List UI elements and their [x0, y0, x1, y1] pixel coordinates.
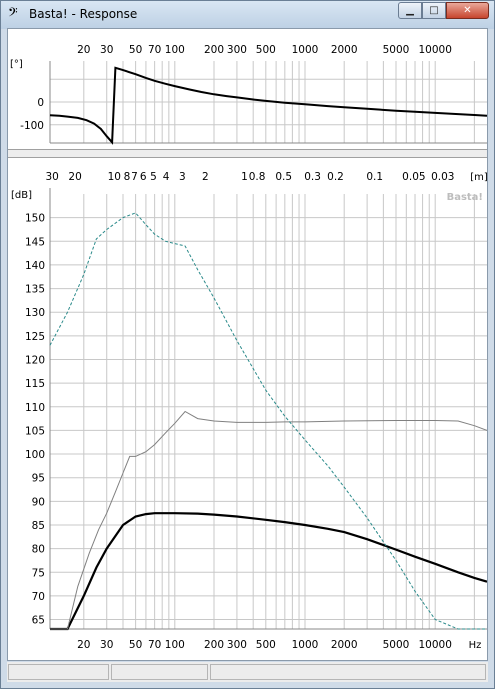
spl-y-tick-label: 70: [32, 591, 45, 603]
spl-top-tick-label: 0.5: [275, 171, 292, 183]
phase-x-tick-label: 20: [77, 44, 90, 56]
phase-y-tick-label: -100: [20, 120, 44, 132]
status-bar: [7, 662, 488, 682]
spl-y-tick-label: 115: [25, 378, 45, 390]
phase-x-tick-label: 5000: [383, 44, 410, 56]
spl-y-tick-label: 120: [25, 354, 45, 366]
spl-series-thin: [50, 410, 488, 630]
spl-y-tick-label: 100: [25, 449, 45, 461]
minimize-button[interactable]: ▁: [398, 2, 422, 19]
spl-chart: 20 30 50 70 100 200 300 500 1000 2000 5000 10000 150…: [8, 158, 488, 660]
maximize-button[interactable]: □: [422, 2, 446, 19]
spl-x-tick-label: 200: [204, 639, 224, 651]
phase-tick-labels: 20 30 50 70 100 200 300 500 1000 2000 5000 10000 0 -1…: [20, 44, 452, 132]
spl-y-tick-label: 65: [32, 615, 45, 627]
spl-tick-labels: 20 30 50 70 100 200 300 500 1000 2000 5000 10000150…: [25, 171, 455, 651]
spl-series-thick: [50, 512, 488, 631]
spl-x-tick-label: 100: [165, 639, 185, 651]
spl-x-tick-label: 50: [129, 639, 142, 651]
spl-y-tick-label: 95: [32, 473, 45, 485]
spl-x-tick-label: 2000: [331, 639, 358, 651]
spl-xunit: Hz: [469, 640, 482, 651]
spl-y-tick-label: 130: [25, 307, 45, 319]
spl-top-tick-label: 4: [163, 171, 170, 183]
spl-top-tick-label: 0.3: [304, 171, 321, 183]
watermark: Basta!: [447, 192, 483, 203]
phase-x-tick-label: 500: [256, 44, 276, 56]
spl-series-dashed: [49, 212, 487, 630]
spl-chart-svg: 20 30 50 70 100 200 300 500 1000 2000 5000 10000150…: [11, 171, 488, 651]
spl-x-tick-label: 20: [77, 639, 90, 651]
spl-grid: [49, 188, 487, 630]
phase-series: [49, 66, 488, 145]
client-area: 20 30 50 70 100 200 300 500 1000 2000 5000 10000 0 -1…: [7, 28, 488, 661]
spl-y-tick-label: 80: [32, 544, 45, 556]
spl-top-tick-label: 5: [150, 171, 157, 183]
spl-x-tick-label: 10000: [418, 639, 451, 651]
spl-top-tick-label: 0.8: [249, 171, 266, 183]
phase-chart: 20 30 50 70 100 200 300 500 1000 2000 5000 10000 0 -1…: [8, 29, 488, 149]
phase-chart-svg: 20 30 50 70 100 200 300 500 1000 2000 5000 10000 0 -1…: [10, 44, 488, 145]
phase-ylabel: [°]: [10, 59, 23, 70]
spl-y-tick-label: 90: [32, 496, 45, 508]
pane-splitter[interactable]: [8, 149, 487, 158]
spl-y-tick-label: 110: [25, 402, 45, 414]
spl-top-tick-label: 0.05: [402, 171, 425, 183]
status-pane-3: [210, 664, 486, 680]
close-button[interactable]: ✕: [446, 2, 489, 19]
spl-top-tick-label: 20: [68, 171, 81, 183]
spl-y-tick-label: 105: [25, 425, 45, 437]
phase-x-tick-label: 100: [165, 44, 185, 56]
spl-top-tick-label: 1: [241, 171, 248, 183]
spl-top-tick-label: 30: [45, 171, 58, 183]
spl-top-tick-label: 2: [202, 171, 209, 183]
phase-grid: [49, 61, 487, 144]
spl-ylabel: [dB]: [11, 190, 32, 201]
minimize-icon: ▁: [406, 5, 414, 16]
bass-clef-icon[interactable]: 𝄢: [8, 5, 18, 23]
phase-x-tick-label: 70: [148, 44, 161, 56]
phase-x-tick-label: 2000: [331, 44, 358, 56]
phase-x-tick-label: 50: [129, 44, 142, 56]
spl-y-tick-label: 150: [25, 213, 45, 225]
spl-top-tick-label: 0.1: [366, 171, 383, 183]
phase-x-tick-label: 30: [100, 44, 113, 56]
spl-y-tick-label: 75: [32, 567, 45, 579]
spl-x-tick-label: 70: [148, 639, 161, 651]
spl-x-tick-label: 5000: [383, 639, 410, 651]
spl-x-tick-label: 30: [100, 639, 113, 651]
spl-top-tick-label: 0.2: [327, 171, 344, 183]
spl-topunit: [m]: [470, 172, 487, 183]
spl-top-tick-label: 0.03: [431, 171, 454, 183]
phase-x-tick-label: 300: [227, 44, 247, 56]
maximize-icon: □: [429, 5, 439, 16]
status-pane-2: [111, 664, 208, 680]
window-title: Basta! - Response: [29, 7, 138, 21]
spl-y-tick-label: 135: [25, 284, 45, 296]
title-bar[interactable]: 𝄢 Basta! - Response ▁ □ ✕: [1, 1, 494, 29]
spl-x-tick-label: 300: [227, 639, 247, 651]
spl-top-tick-label: 8: [124, 171, 131, 183]
spl-top-tick-label: 10: [108, 171, 121, 183]
phase-series-line: [49, 66, 488, 145]
phase-x-tick-label: 200: [204, 44, 224, 56]
spl-top-tick-label: 7: [131, 171, 138, 183]
spl-x-tick-label: 500: [256, 639, 276, 651]
phase-y-tick-label: 0: [37, 97, 44, 109]
status-pane-1: [8, 664, 109, 680]
spl-y-tick-label: 85: [32, 520, 45, 532]
spl-series: [49, 212, 488, 631]
spl-top-tick-label: 3: [179, 171, 186, 183]
spl-x-tick-label: 1000: [292, 639, 319, 651]
phase-x-tick-label: 1000: [292, 44, 319, 56]
spl-y-tick-label: 125: [25, 331, 45, 343]
phase-x-tick-label: 10000: [418, 44, 451, 56]
spl-y-tick-label: 140: [25, 260, 45, 272]
spl-y-tick-label: 145: [25, 236, 45, 248]
spl-top-tick-label: 6: [140, 171, 147, 183]
close-icon: ✕: [463, 5, 472, 16]
